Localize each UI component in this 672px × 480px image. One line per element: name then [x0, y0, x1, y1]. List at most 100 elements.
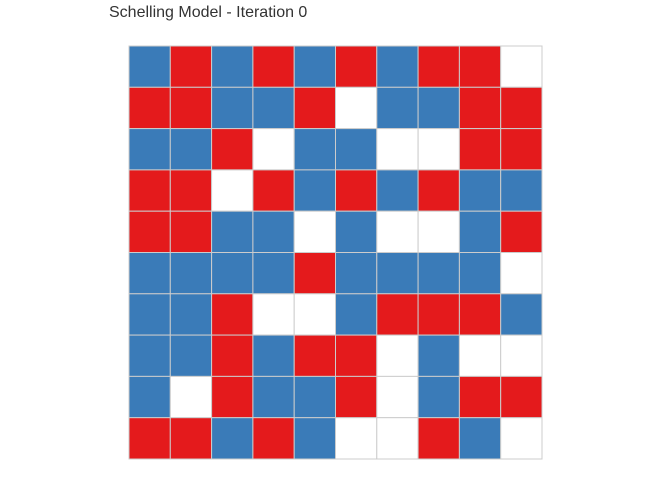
grid-cell-blue	[458, 252, 502, 295]
grid-cell-blue	[128, 252, 171, 295]
grid-cell-red	[169, 86, 213, 130]
grid-cell-red	[211, 375, 254, 419]
grid-cell-red	[500, 86, 543, 130]
grid-cell-empty	[500, 252, 543, 295]
grid-cell-empty	[335, 417, 378, 460]
grid-cell-red	[293, 252, 337, 295]
grid-cell-blue	[169, 128, 213, 171]
grid-cell-red	[128, 86, 171, 130]
grid-cell-blue	[376, 86, 419, 130]
grid-cell-red	[458, 45, 502, 88]
grid-cell-red	[293, 334, 337, 377]
grid-cell-empty	[335, 86, 378, 130]
grid-cell-red	[128, 417, 171, 460]
grid-cell-empty	[417, 128, 460, 171]
grid-cell-blue	[128, 45, 171, 88]
grid-cell-blue	[128, 334, 171, 377]
grid-cell-red	[417, 45, 460, 88]
grid-cell-red	[458, 293, 502, 336]
chart-title: Schelling Model - Iteration 0	[109, 4, 308, 21]
grid-cell-empty	[211, 169, 254, 212]
grid-cell-blue	[252, 86, 295, 130]
grid-cell-blue	[211, 210, 254, 253]
grid-cell-blue	[458, 169, 502, 212]
grid-cell-blue	[500, 169, 543, 212]
grid-cell-blue	[252, 210, 295, 253]
grid-cell-blue	[335, 252, 378, 295]
grid-cell-blue	[128, 375, 171, 419]
grid-cell-empty	[293, 210, 337, 253]
grid-cell-red	[211, 334, 254, 377]
grid-cell-blue	[169, 334, 213, 377]
grid-cell-empty	[376, 375, 419, 419]
grid-cell-blue	[293, 417, 337, 460]
grid-cell-blue	[252, 375, 295, 419]
grid-cell-blue	[335, 128, 378, 171]
grid-cell-empty	[376, 128, 419, 171]
grid-cell-empty	[376, 417, 419, 460]
grid-cell-blue	[128, 128, 171, 171]
grid-cell-empty	[417, 210, 460, 253]
grid-cell-blue	[211, 86, 254, 130]
grid-cell-empty	[500, 417, 543, 460]
grid-cell-blue	[500, 293, 543, 336]
grid-cell-blue	[169, 252, 213, 295]
grid-cell-red	[335, 334, 378, 377]
grid-cell-red	[335, 45, 378, 88]
grid-cell-red	[335, 375, 378, 419]
grid-cell-red	[458, 86, 502, 130]
grid-cell-blue	[293, 45, 337, 88]
grid-cell-blue	[211, 417, 254, 460]
grid-cell-blue	[293, 128, 337, 171]
grid-cell-red	[417, 293, 460, 336]
grid-cell-empty	[252, 293, 295, 336]
grid-cell-blue	[252, 252, 295, 295]
grid-cell-blue	[376, 252, 419, 295]
grid-cell-empty	[376, 334, 419, 377]
grid-cell-blue	[458, 210, 502, 253]
grid-cell-red	[335, 169, 378, 212]
grid-cell-red	[169, 169, 213, 212]
grid-cell-red	[376, 293, 419, 336]
grid-cell-empty	[252, 128, 295, 171]
grid-cell-empty	[500, 334, 543, 377]
grid-cell-blue	[335, 293, 378, 336]
grid-cell-red	[252, 169, 295, 212]
grid-cell-red	[417, 169, 460, 212]
grid-cell-red	[169, 210, 213, 253]
grid-cell-empty	[500, 45, 543, 88]
grid-cell-red	[169, 45, 213, 88]
grid-cell-empty	[458, 334, 502, 377]
grid-cell-blue	[376, 45, 419, 88]
grid-cell-red	[500, 128, 543, 171]
grid-cell-blue	[417, 252, 460, 295]
grid-cell-red	[169, 417, 213, 460]
grid-cell-red	[500, 375, 543, 419]
grid-cell-empty	[169, 375, 213, 419]
grid-cell-blue	[376, 169, 419, 212]
grid-cell-blue	[335, 210, 378, 253]
grid-cell-blue	[252, 334, 295, 377]
grid-cell-blue	[128, 293, 171, 336]
grid-cell-blue	[458, 417, 502, 460]
grid-cell-red	[458, 128, 502, 171]
grid-cell-red	[211, 293, 254, 336]
grid-cell-blue	[293, 375, 337, 419]
grid-cell-blue	[169, 293, 213, 336]
grid-cell-blue	[211, 252, 254, 295]
grid-cell-red	[211, 128, 254, 171]
grid-cell-blue	[417, 334, 460, 377]
grid-cell-red	[252, 45, 295, 88]
grid-cell-red	[128, 169, 171, 212]
grid-cell-blue	[211, 45, 254, 88]
grid-cell-red	[252, 417, 295, 460]
grid-cell-red	[128, 210, 171, 253]
grid-cell-red	[458, 375, 502, 419]
grid-cell-red	[293, 86, 337, 130]
grid-cell-empty	[293, 293, 337, 336]
grid-cell-blue	[293, 169, 337, 212]
grid-cell-blue	[417, 375, 460, 419]
grid-cell-empty	[376, 210, 419, 253]
